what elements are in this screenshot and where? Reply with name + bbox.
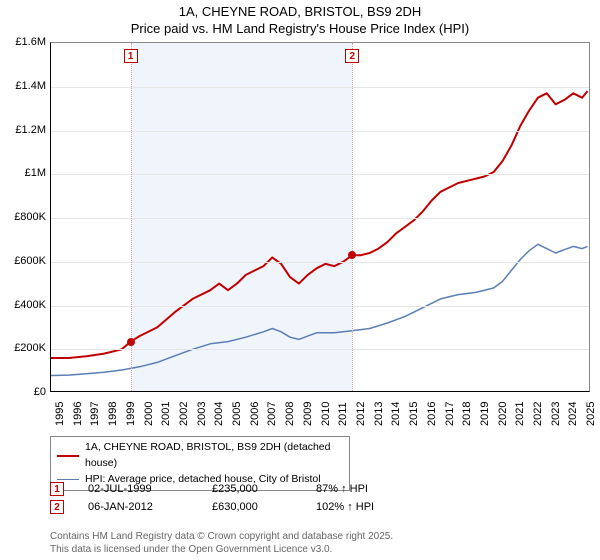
y-tick-label: £600K <box>14 255 46 267</box>
y-tick-label: £0 <box>34 386 46 398</box>
x-tick-label: 2010 <box>320 402 332 426</box>
x-tick-label: 2009 <box>302 402 314 426</box>
y-tick-label: £1.2M <box>15 124 46 136</box>
sale-point-marker <box>348 251 356 259</box>
x-tick-label: 1996 <box>72 402 84 426</box>
legend-label: 1A, CHEYNE ROAD, BRISTOL, BS9 2DH (detac… <box>85 440 343 472</box>
x-tick-label: 2004 <box>213 402 225 426</box>
x-tick-label: 2025 <box>585 402 597 426</box>
gridline <box>51 306 589 307</box>
sales-table: 1 02-JUL-1999 £235,000 87% ↑ HPI 2 06-JAN-201… <box>50 480 590 516</box>
sale-date: 06-JAN-2012 <box>88 501 188 513</box>
sale-price: £630,000 <box>212 501 292 513</box>
x-tick-label: 2018 <box>461 402 473 426</box>
gridline <box>51 262 589 263</box>
x-tick-label: 2022 <box>532 402 544 426</box>
x-tick-label: 2007 <box>266 402 278 426</box>
x-tick-label: 2013 <box>373 402 385 426</box>
marker-line <box>352 43 353 391</box>
chart-plot-area: 12 <box>50 42 590 392</box>
x-tick-label: 1999 <box>125 402 137 426</box>
sale-price: £235,000 <box>212 483 292 495</box>
y-tick-label: £1M <box>25 167 46 179</box>
x-tick-label: 2000 <box>143 402 155 426</box>
x-tick-label: 2023 <box>550 402 562 426</box>
sale-point-marker <box>127 338 135 346</box>
sale-marker-box: 2 <box>50 500 64 514</box>
sale-hpi: 102% ↑ HPI <box>316 501 416 513</box>
x-tick-label: 1997 <box>89 402 101 426</box>
sale-hpi: 87% ↑ HPI <box>316 483 416 495</box>
y-tick-label: £200K <box>14 342 46 354</box>
y-tick-label: £800K <box>14 211 46 223</box>
legend-item: 1A, CHEYNE ROAD, BRISTOL, BS9 2DH (detac… <box>57 440 343 472</box>
x-tick-label: 2016 <box>426 402 438 426</box>
legend-swatch <box>57 455 79 457</box>
x-tick-label: 1998 <box>107 402 119 426</box>
x-axis: 1995 1996 1997 1998 1999 2000 2001 2002 2003 2004… <box>50 392 590 442</box>
x-tick-label: 2015 <box>408 402 420 426</box>
sale-row: 1 02-JUL-1999 £235,000 87% ↑ HPI <box>50 480 590 498</box>
gridline <box>51 174 589 175</box>
attribution-text: Contains HM Land Registry data © Crown c… <box>50 531 590 556</box>
x-tick-label: 2002 <box>178 402 190 426</box>
attribution-line-1: Contains HM Land Registry data © Crown c… <box>50 531 590 544</box>
title-line-2: Price paid vs. HM Land Registry's House … <box>0 21 600 38</box>
gridline <box>51 349 589 350</box>
title-line-1: 1A, CHEYNE ROAD, BRISTOL, BS9 2DH <box>0 4 600 21</box>
x-tick-label: 2024 <box>567 402 579 426</box>
x-tick-label: 2008 <box>284 402 296 426</box>
x-tick-label: 2003 <box>196 402 208 426</box>
sale-marker-box: 1 <box>50 482 64 496</box>
attribution-line-2: This data is licensed under the Open Gov… <box>50 544 590 557</box>
sale-date: 02-JUL-1999 <box>88 483 188 495</box>
x-tick-label: 2001 <box>160 402 172 426</box>
sale-row: 2 06-JAN-2012 £630,000 102% ↑ HPI <box>50 498 590 516</box>
x-tick-label: 1995 <box>54 402 66 426</box>
y-axis: £0£200K£400K£600K£800K£1M£1.2M£1.4M£1.6M <box>0 42 50 392</box>
chart-title: 1A, CHEYNE ROAD, BRISTOL, BS9 2DH Price … <box>0 0 600 38</box>
marker-label-box: 2 <box>345 49 359 63</box>
x-tick-label: 2006 <box>249 402 261 426</box>
x-tick-label: 2019 <box>479 402 491 426</box>
x-tick-label: 2012 <box>355 402 367 426</box>
gridline <box>51 218 589 219</box>
y-tick-label: £400K <box>14 299 46 311</box>
x-tick-label: 2017 <box>444 402 456 426</box>
x-tick-label: 2014 <box>390 402 402 426</box>
y-tick-label: £1.4M <box>15 80 46 92</box>
x-tick-label: 2011 <box>337 402 349 426</box>
gridline <box>51 87 589 88</box>
marker-label-box: 1 <box>124 49 138 63</box>
gridline <box>51 131 589 132</box>
y-tick-label: £1.6M <box>15 36 46 48</box>
x-tick-label: 2005 <box>231 402 243 426</box>
x-tick-label: 2021 <box>514 402 526 426</box>
x-tick-label: 2020 <box>497 402 509 426</box>
